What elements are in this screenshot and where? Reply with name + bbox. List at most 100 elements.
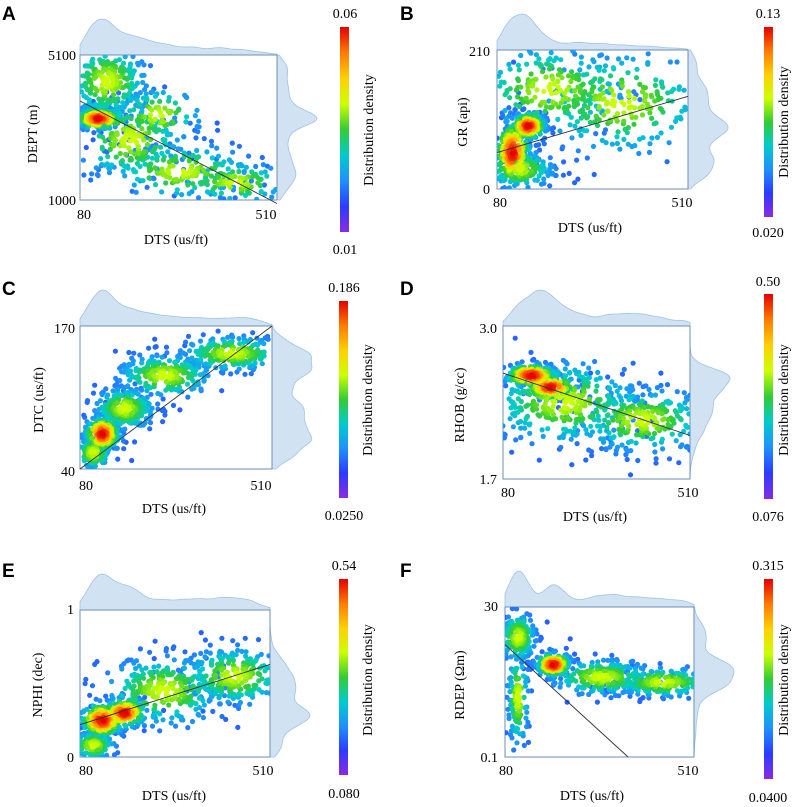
x-tick-max: 510	[251, 479, 272, 494]
data-point	[628, 438, 634, 444]
data-point	[155, 401, 161, 407]
data-point	[204, 687, 210, 693]
data-point	[112, 348, 118, 354]
colorbar-min: 0.020	[752, 226, 784, 241]
data-point	[539, 162, 545, 168]
data-point	[149, 149, 156, 155]
data-point	[210, 708, 216, 715]
data-point	[610, 417, 616, 423]
regression-line	[496, 95, 689, 154]
data-point	[665, 416, 671, 423]
data-point	[208, 662, 215, 668]
data-point	[532, 177, 538, 183]
data-point	[621, 110, 627, 116]
data-point	[593, 388, 599, 394]
y-tick-min: 40	[61, 465, 75, 480]
data-point	[130, 361, 136, 367]
data-point	[104, 161, 110, 167]
data-point	[136, 375, 142, 381]
data-point	[236, 143, 242, 149]
data-point	[565, 415, 571, 421]
data-point	[561, 90, 568, 96]
data-point	[502, 107, 508, 114]
data-point	[601, 68, 607, 74]
data-point	[186, 191, 192, 197]
data-point	[123, 135, 129, 141]
colorbar	[764, 27, 773, 217]
data-point	[86, 97, 92, 103]
data-point	[522, 425, 528, 431]
data-point	[173, 676, 180, 682]
data-point	[550, 403, 556, 409]
data-point	[204, 149, 210, 155]
data-point	[262, 169, 268, 175]
data-point	[562, 400, 569, 406]
data-point	[155, 390, 161, 397]
data-point	[113, 445, 119, 451]
data-point	[152, 702, 158, 708]
data-point	[631, 89, 637, 95]
data-point	[204, 182, 210, 188]
data-point	[506, 185, 512, 189]
data-point	[550, 76, 556, 82]
data-point	[147, 116, 153, 123]
marginal-kde-right	[276, 54, 318, 201]
data-point	[215, 328, 221, 334]
data-point	[560, 144, 566, 150]
data-point	[609, 379, 615, 385]
data-point	[626, 423, 632, 429]
data-point	[141, 137, 147, 143]
data-point	[571, 387, 578, 393]
data-point	[538, 63, 544, 69]
data-point	[203, 673, 209, 679]
data-point	[196, 695, 202, 701]
data-point	[97, 698, 103, 704]
data-point	[666, 400, 672, 406]
data-point	[566, 170, 572, 176]
colorbar-label: Distribution density	[361, 344, 376, 456]
data-point	[133, 665, 139, 672]
data-point	[578, 54, 585, 60]
data-point	[218, 660, 224, 667]
data-point	[640, 135, 646, 141]
data-point	[507, 179, 513, 185]
data-point	[193, 357, 199, 363]
data-point	[104, 752, 110, 757]
data-point	[184, 114, 190, 120]
data-point	[212, 668, 218, 674]
data-point	[596, 104, 602, 110]
data-point	[141, 723, 147, 729]
data-point	[202, 679, 208, 685]
data-point	[655, 92, 661, 98]
data-point	[503, 431, 507, 437]
data-point	[214, 120, 220, 126]
data-point	[601, 96, 607, 102]
data-point	[170, 645, 176, 652]
data-point	[530, 83, 536, 89]
data-point	[578, 115, 584, 121]
data-point	[677, 432, 683, 438]
data-point	[131, 660, 137, 666]
data-point	[655, 410, 661, 416]
data-point	[612, 99, 618, 105]
y-axis-label: RHOB (g/cc)	[453, 367, 468, 442]
data-point	[247, 701, 253, 707]
scatter-points	[80, 55, 277, 200]
data-point	[593, 113, 599, 119]
data-point	[104, 394, 110, 400]
data-point	[120, 100, 126, 106]
data-point	[269, 194, 275, 200]
data-point	[141, 728, 147, 734]
data-point	[99, 431, 105, 437]
data-point	[160, 680, 166, 687]
data-point	[607, 73, 614, 79]
data-point	[232, 195, 238, 200]
data-point	[122, 55, 128, 60]
data-point	[113, 154, 119, 160]
data-point	[640, 84, 647, 90]
data-point	[676, 460, 682, 466]
data-point	[523, 95, 529, 101]
data-point	[195, 129, 201, 135]
data-point	[614, 134, 620, 140]
data-point	[243, 164, 249, 170]
